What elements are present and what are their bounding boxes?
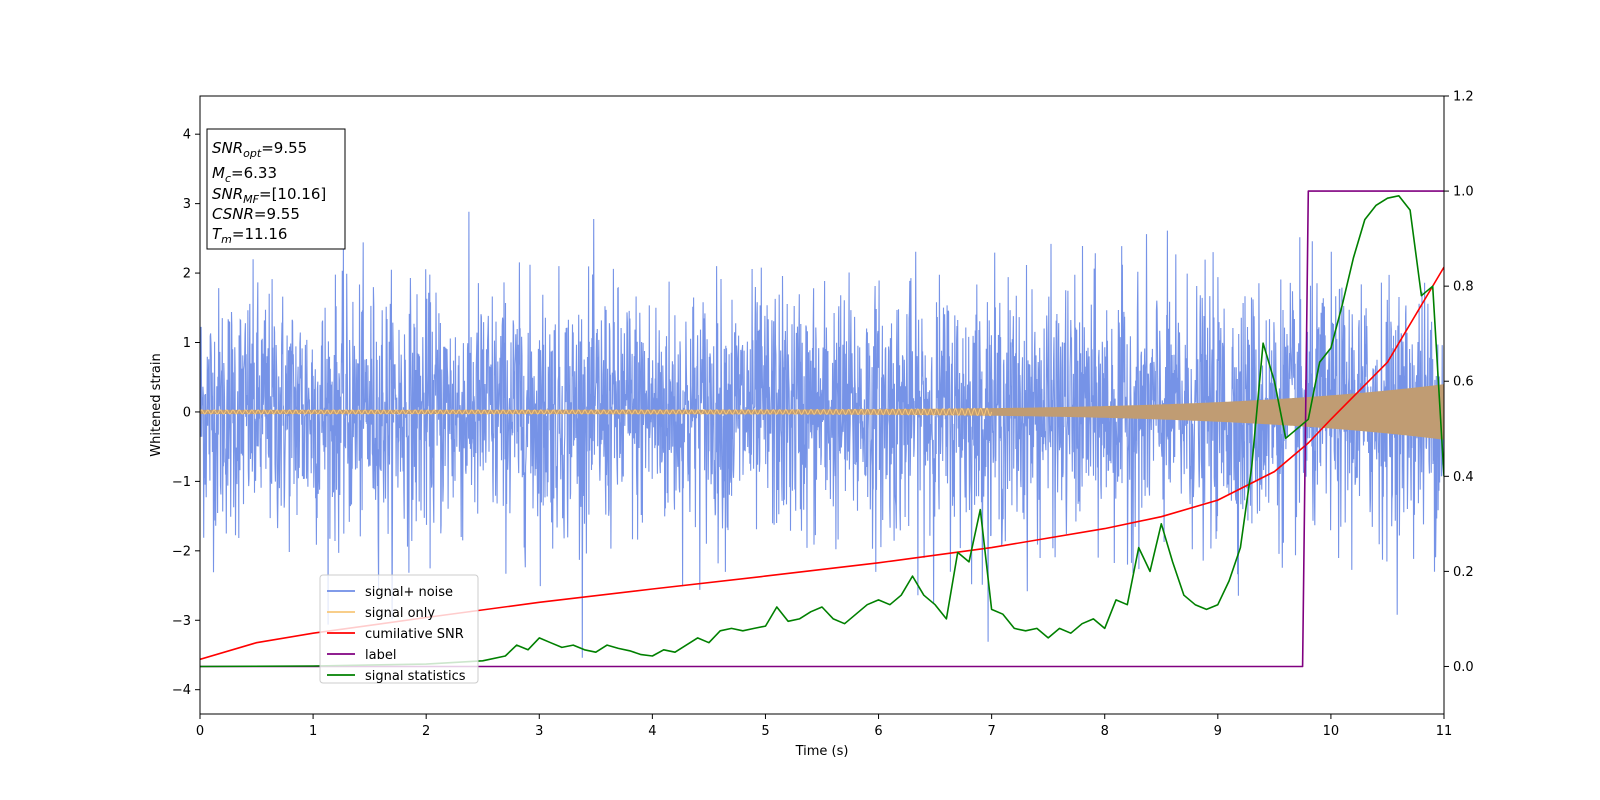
x-tick-label: 9 (1214, 724, 1222, 739)
x-tick-label: 3 (535, 724, 543, 739)
y-tick-label-left: −2 (172, 544, 191, 559)
series-line-signal-only (200, 407, 993, 417)
x-tick-label: 5 (761, 724, 769, 739)
y-tick-label-right: 0.8 (1453, 280, 1474, 295)
y-tick-label-left: −1 (172, 475, 191, 490)
y-tick-label-right: 0.0 (1453, 660, 1474, 675)
y-tick-label-left: 2 (183, 267, 191, 282)
legend-entry: cumilative SNR (365, 627, 464, 642)
legend-entry: signal only (365, 606, 435, 621)
series-line-label (200, 190, 1444, 668)
x-tick-label: 10 (1323, 724, 1340, 739)
legend-entry: signal statistics (365, 669, 466, 684)
y-tick-label-left: 0 (183, 405, 191, 420)
y-tick-label-right: 1.2 (1453, 90, 1474, 105)
y-tick-label-left: 3 (183, 197, 191, 212)
info-box-line: Tm=11.16 (212, 225, 287, 246)
y-tick-label-right: 1.0 (1453, 185, 1474, 200)
legend: signal+ noise signal only cumilative SNR la… (319, 574, 479, 684)
y-axis-right: 0.0 0.2 0.4 0.6 0.8 1.0 1.2 (1444, 90, 1474, 675)
legend-entry: signal+ noise (365, 585, 453, 600)
y-tick-label-left: −3 (172, 614, 191, 629)
info-box-line: SNRMF=[10.16] (212, 185, 326, 206)
y-axis-label: Whitened strain (149, 353, 164, 456)
x-tick-label: 8 (1101, 724, 1109, 739)
info-box-frame (206, 128, 346, 250)
legend-frame (319, 574, 479, 684)
x-tick-label: 7 (987, 724, 995, 739)
x-tick-label: 1 (309, 724, 317, 739)
x-tick-label: 11 (1436, 724, 1453, 739)
info-box-line: Mc=6.33 (212, 164, 277, 185)
x-tick-label: 0 (196, 724, 204, 739)
info-box: SNRopt=9.55 Mc=6.33SNRMF=[10.16]CSNR=9.55… (206, 128, 346, 250)
x-tick-label: 4 (648, 724, 656, 739)
y-tick-label-left: 4 (183, 128, 191, 143)
x-tick-label: 6 (874, 724, 882, 739)
y-tick-label-left: 1 (183, 336, 191, 351)
y-axis-left: −4 −3 −2 −1 0 1 2 3 4 (172, 128, 200, 698)
x-axis-label: Time (s) (795, 744, 849, 759)
x-tick-label: 2 (422, 724, 430, 739)
x-axis: 0 1 2 3 4 5 6 7 8 9 10 11 (196, 714, 1452, 739)
y-tick-label-right: 0.6 (1453, 375, 1474, 390)
series-line-signal-noise (200, 211, 1444, 658)
legend-entry: label (365, 648, 396, 663)
y-tick-label-right: 0.2 (1453, 565, 1474, 580)
y-tick-label-right: 0.4 (1453, 470, 1474, 485)
y-tick-label-left: −4 (172, 683, 191, 698)
info-box-line: SNRopt=9.55 (212, 139, 307, 160)
series-line-signal-statistics (200, 195, 1444, 668)
plot-frame (199, 95, 1445, 715)
info-box-line: CSNR=9.55 (212, 205, 300, 223)
